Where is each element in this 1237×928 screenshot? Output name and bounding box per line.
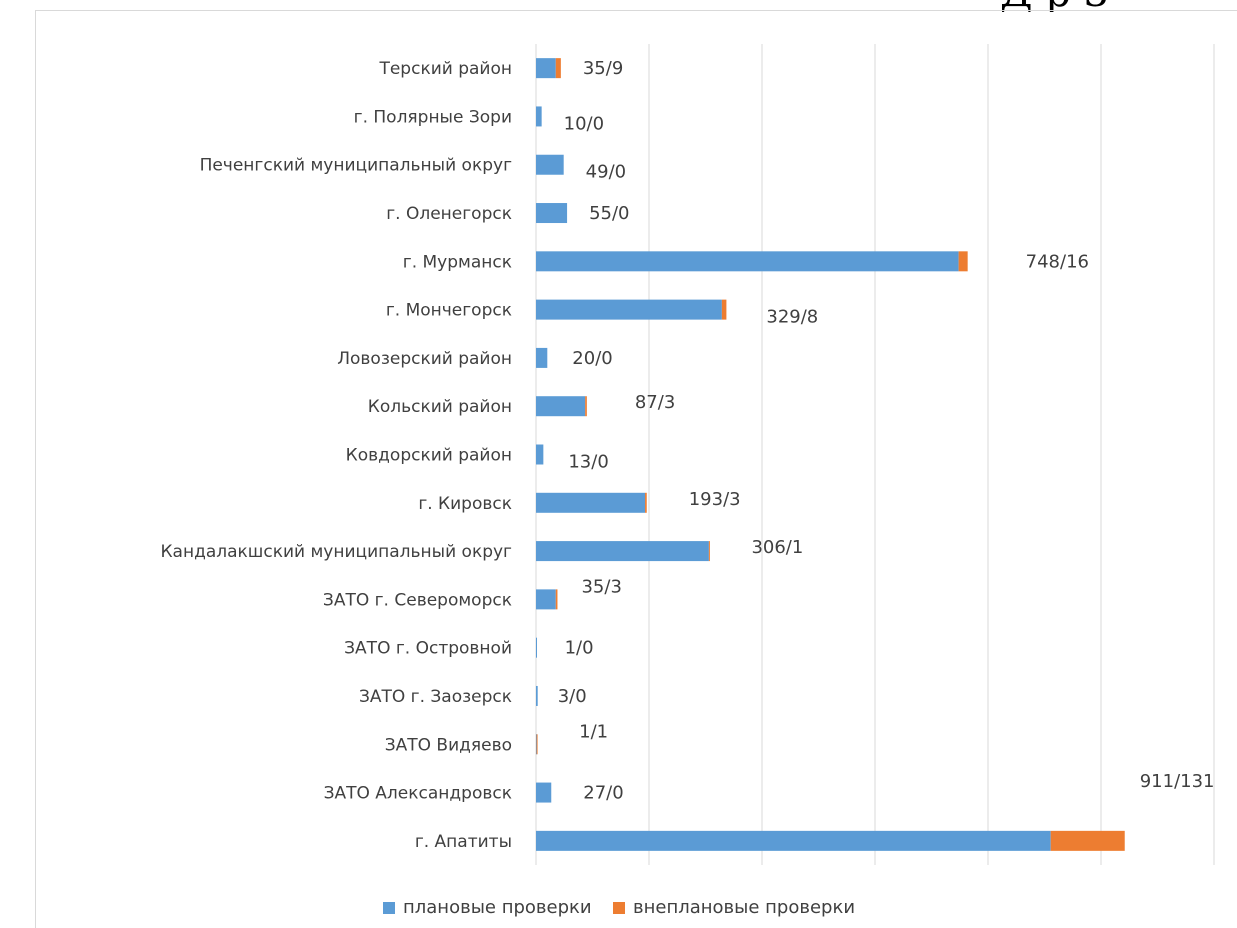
data-label: 20/0 [572, 348, 612, 369]
bar-planned-3 [536, 203, 568, 224]
category-label: Кольский район [368, 397, 512, 417]
data-labels: 35/9 10/0 49/0 55/0 748/16 329/8 20/0 87/3 13/0 1… [558, 58, 1215, 803]
bar-planned-6 [536, 347, 548, 368]
data-label: 748/16 [1026, 251, 1089, 272]
bar-planned-10 [536, 541, 709, 562]
bar-planned-5 [536, 299, 722, 320]
data-label: 329/8 [766, 307, 818, 328]
bar-planned-9 [536, 492, 646, 513]
data-label: 27/0 [583, 783, 623, 804]
data-label: 1/1 [579, 721, 608, 742]
data-label: 306/1 [751, 537, 803, 558]
category-label: ЗАТО г. Островной [344, 639, 512, 659]
bar-planned-14 [536, 734, 537, 755]
category-label: ЗАТО г. Заозерск [359, 687, 512, 707]
bar-unplanned-11 [555, 589, 558, 610]
bar-planned-15 [536, 782, 552, 803]
data-label: 10/0 [564, 113, 604, 134]
category-label: г. Кировск [418, 494, 512, 514]
data-label: 35/9 [583, 58, 623, 79]
data-label: 35/3 [581, 576, 621, 597]
category-label: г. Апатиты [415, 832, 512, 852]
data-label: 13/0 [568, 452, 608, 473]
bar-unplanned-16 [1050, 830, 1125, 851]
bar-planned-13 [536, 685, 538, 706]
bar-planned-1 [536, 106, 542, 127]
bars [536, 58, 1125, 851]
bar-planned-4 [536, 251, 959, 272]
data-label: 49/0 [586, 162, 626, 183]
category-label: ЗАТО Александровск [324, 784, 512, 804]
data-label: 3/0 [558, 686, 587, 707]
category-label: Кандалакшский муниципальный округ [160, 542, 512, 562]
legend-label-0: плановые проверки [403, 897, 592, 918]
bar-planned-8 [536, 444, 544, 465]
bar-unplanned-14 [536, 734, 538, 755]
category-label: Ловозерский район [337, 349, 512, 369]
bar-planned-12 [536, 637, 537, 658]
category-label: г. Оленегорск [386, 204, 512, 224]
legend-swatch-0 [383, 902, 395, 914]
bar-unplanned-0 [555, 58, 561, 79]
category-label: ЗАТО Видяево [385, 735, 512, 755]
data-label: 911/131 [1140, 771, 1215, 792]
data-label: 193/3 [689, 489, 741, 510]
legend-label-1: внеплановые проверки [633, 897, 855, 918]
category-label: Ковдорский район [346, 446, 512, 466]
legend-swatch-1 [613, 902, 625, 914]
category-label: Печенгский муниципальный округ [200, 156, 513, 176]
category-label: ЗАТО г. Североморск [323, 590, 512, 610]
data-label: 1/0 [565, 638, 594, 659]
category-label: г. Мончегорск [386, 301, 512, 321]
bar-planned-16 [536, 830, 1051, 851]
legend: плановые проверки внеплановые проверки [383, 897, 855, 918]
category-labels: Терский район г. Полярные Зори Печенгский … [160, 59, 512, 852]
bar-unplanned-9 [645, 492, 647, 513]
category-label: г. Мурманск [403, 252, 512, 272]
category-label: г. Полярные Зори [354, 107, 512, 127]
bar-planned-2 [536, 154, 564, 175]
category-label: Терский район [378, 59, 512, 79]
bar-planned-0 [536, 58, 556, 79]
page-header-fragment: Д р 3 [1000, 0, 1237, 12]
data-label: 55/0 [589, 203, 629, 224]
bar-planned-7 [536, 396, 586, 417]
grid-lines [535, 44, 1215, 865]
data-label: 87/3 [635, 392, 675, 413]
bar-planned-11 [536, 589, 556, 610]
chart-frame [35, 10, 1237, 928]
bar-unplanned-10 [708, 541, 710, 562]
bar-unplanned-4 [958, 251, 968, 272]
bar-unplanned-7 [585, 396, 587, 417]
bar-unplanned-5 [721, 299, 727, 320]
